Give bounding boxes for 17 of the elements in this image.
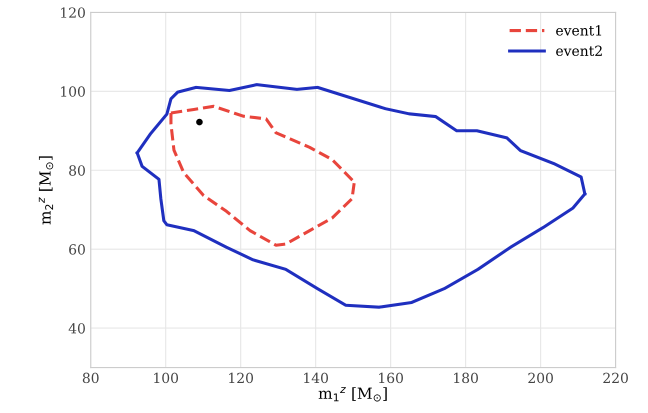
y-axis-title: m$_{2}$$^{z}$ [M$_{⊙}$]: [38, 156, 54, 224]
legend-label: event2: [556, 46, 602, 56]
legend-label: event1: [556, 25, 602, 36]
x-axis-title: m$_{1}$$^{z}$ [M$_{⊙}$]: [318, 387, 387, 402]
y-tick-label: 60: [69, 244, 85, 255]
y-tick-label: 80: [69, 165, 85, 176]
x-tick-label: 200: [528, 372, 553, 384]
y-tick-label: 40: [68, 323, 85, 334]
x-tick-label: 180: [454, 372, 478, 384]
y-tick-label: 100: [61, 86, 85, 97]
x-tick-label: 160: [379, 372, 403, 384]
x-tick-label: 220: [603, 372, 628, 384]
x-tick-label: 80: [82, 372, 99, 384]
x-tick-label: 120: [229, 372, 254, 384]
x-tick-label: 100: [154, 372, 178, 384]
y-tick-label: 120: [61, 7, 85, 18]
x-tick-label: 140: [304, 372, 328, 384]
